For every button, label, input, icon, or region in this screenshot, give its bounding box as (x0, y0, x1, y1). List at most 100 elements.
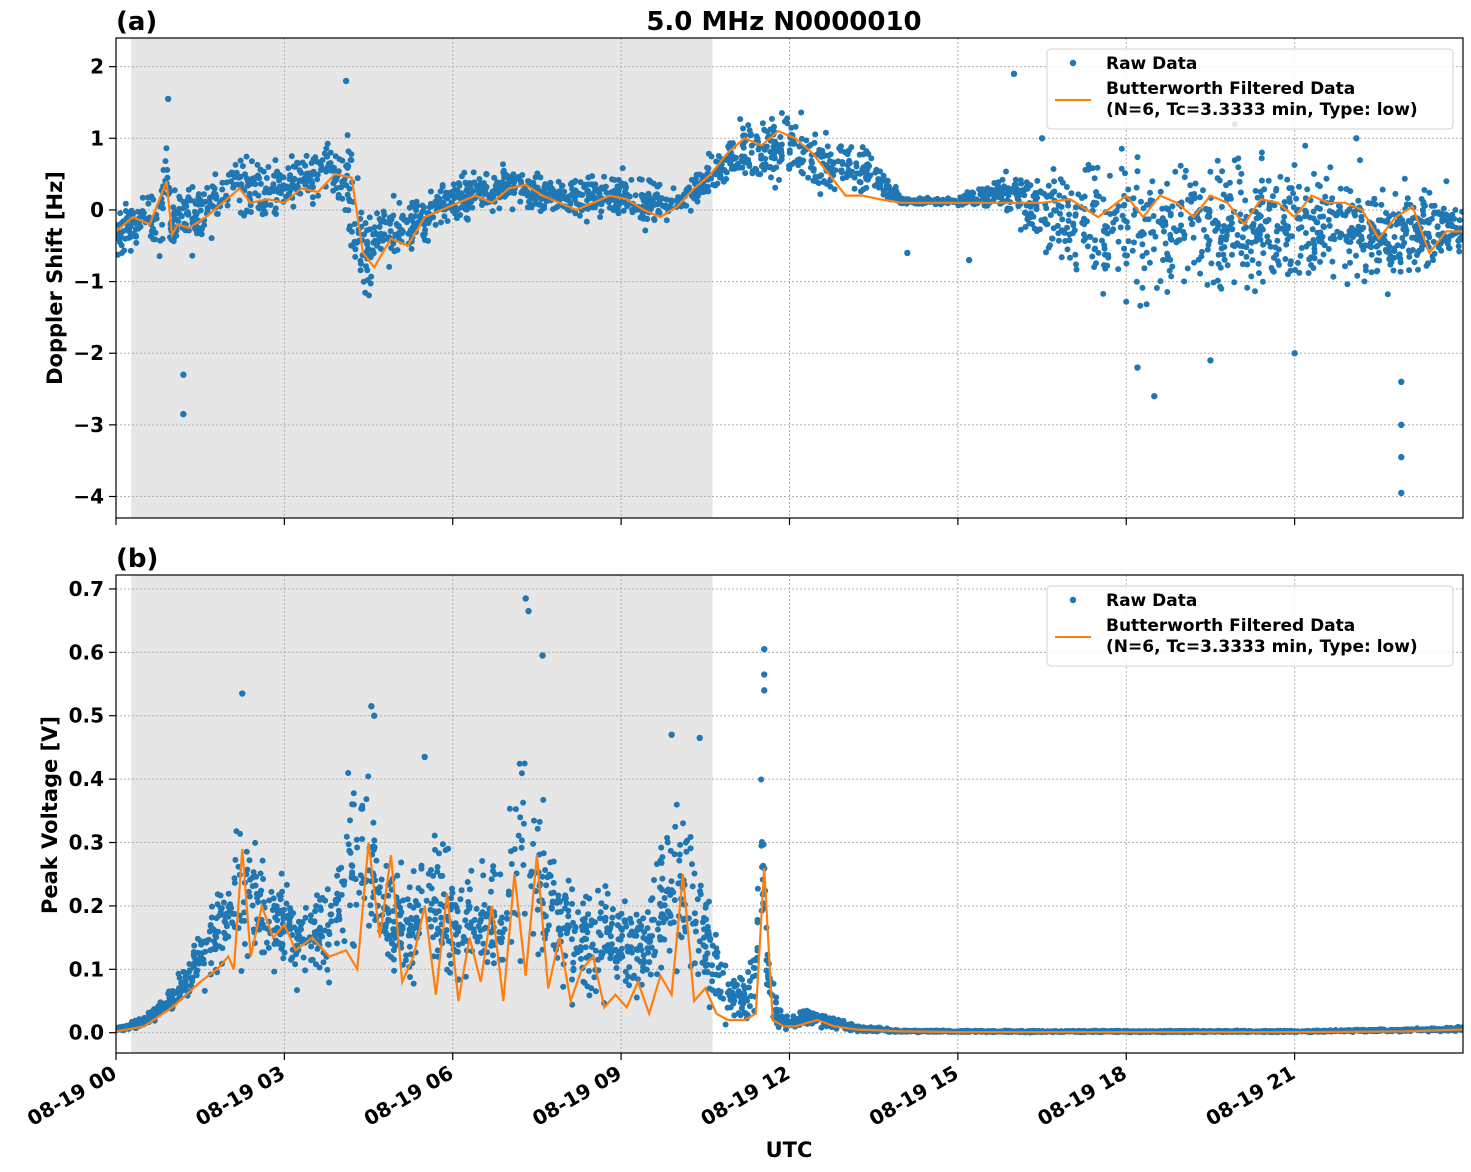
raw-data-point (762, 161, 769, 168)
raw-data-point (1093, 189, 1100, 195)
raw-data-point (497, 871, 504, 878)
raw-data-point (619, 165, 626, 172)
raw-data-point (345, 207, 352, 214)
raw-data-point (194, 935, 201, 942)
raw-data-point (634, 947, 641, 954)
raw-data-point (587, 922, 594, 929)
raw-data-point (565, 877, 572, 884)
raw-data-point (1143, 249, 1150, 256)
raw-data-point (324, 966, 331, 973)
raw-data-point (654, 191, 660, 198)
raw-data-point (562, 905, 568, 912)
raw-data-point (1236, 178, 1243, 185)
raw-data-point (762, 155, 769, 162)
raw-data-point (236, 197, 243, 204)
raw-data-point (632, 192, 639, 199)
raw-data-point (434, 864, 441, 870)
raw-data-point (825, 152, 832, 159)
raw-data-point (1294, 215, 1301, 222)
raw-data-point (121, 247, 128, 254)
raw-data-point (1238, 250, 1245, 257)
raw-data-point (483, 184, 490, 191)
raw-data-point (385, 951, 391, 958)
raw-data-point (463, 909, 470, 915)
raw-data-point (1227, 195, 1234, 202)
raw-data-point (1265, 216, 1272, 223)
raw-data-point (527, 872, 534, 879)
raw-data-point (1134, 168, 1141, 175)
raw-data-point (880, 172, 887, 179)
raw-data-point (1429, 253, 1436, 260)
raw-data-point (238, 968, 245, 974)
raw-data-point (1220, 251, 1227, 258)
raw-data-point (626, 982, 633, 989)
raw-data-point (1223, 232, 1230, 239)
raw-data-point (430, 872, 437, 879)
raw-data-point (1337, 203, 1343, 210)
raw-data-point (418, 865, 425, 872)
raw-data-point (300, 954, 307, 961)
raw-data-outlier (180, 410, 187, 418)
raw-data-point (667, 920, 674, 927)
raw-data-point (1235, 164, 1242, 171)
night-shading (131, 575, 713, 1053)
raw-data-point (229, 169, 236, 176)
raw-data-point (1085, 161, 1092, 168)
raw-data-point (419, 202, 426, 209)
raw-data-point (1138, 198, 1144, 205)
raw-data-point (709, 962, 716, 969)
raw-data-point (464, 922, 471, 929)
raw-data-point (1379, 186, 1386, 193)
raw-data-point (796, 156, 803, 163)
raw-data-point (1258, 149, 1265, 156)
raw-data-point (798, 109, 805, 116)
raw-data-point (1368, 238, 1375, 245)
raw-data-point (419, 208, 426, 215)
raw-data-point (1399, 243, 1406, 250)
raw-data-point (252, 839, 259, 846)
raw-data-point (540, 796, 547, 803)
raw-data-point (292, 961, 299, 968)
raw-data-point (280, 928, 287, 935)
raw-data-point (1449, 223, 1456, 230)
raw-data-point (530, 182, 537, 188)
raw-data-point (1064, 246, 1071, 253)
raw-data-point (1283, 222, 1290, 229)
raw-data-point (696, 938, 703, 945)
raw-data-point (401, 216, 408, 222)
raw-data-point (651, 877, 657, 883)
raw-data-point (695, 947, 702, 954)
raw-data-point (373, 231, 380, 238)
raw-data-point (441, 213, 448, 220)
raw-data-point (545, 922, 552, 929)
raw-data-point (446, 952, 453, 959)
raw-data-point (413, 914, 420, 921)
raw-data-point (366, 922, 372, 929)
raw-data-point (275, 189, 282, 196)
raw-data-point (1149, 178, 1156, 185)
raw-data-point (363, 796, 370, 803)
raw-data-point (596, 191, 603, 198)
raw-data-point (214, 210, 221, 217)
raw-data-point (346, 847, 353, 854)
raw-data-point (595, 887, 601, 894)
raw-data-point (772, 184, 779, 191)
raw-data-point (666, 947, 673, 954)
raw-data-point (880, 191, 887, 198)
raw-data-point (816, 146, 823, 153)
raw-data-point (1050, 166, 1057, 172)
raw-data-point (1431, 209, 1438, 216)
raw-data-point (374, 242, 381, 249)
raw-data-point (1274, 258, 1281, 265)
raw-data-point (1358, 233, 1365, 240)
raw-data-point (483, 191, 490, 198)
raw-data-point (1434, 223, 1441, 230)
raw-data-point (144, 1014, 151, 1021)
raw-data-point (1444, 217, 1450, 224)
raw-data-point (163, 145, 170, 152)
raw-data-point (314, 171, 321, 178)
raw-data-point (353, 901, 360, 908)
raw-data-point (1059, 179, 1066, 186)
raw-data-point (644, 909, 651, 916)
raw-data-point (1137, 302, 1144, 309)
